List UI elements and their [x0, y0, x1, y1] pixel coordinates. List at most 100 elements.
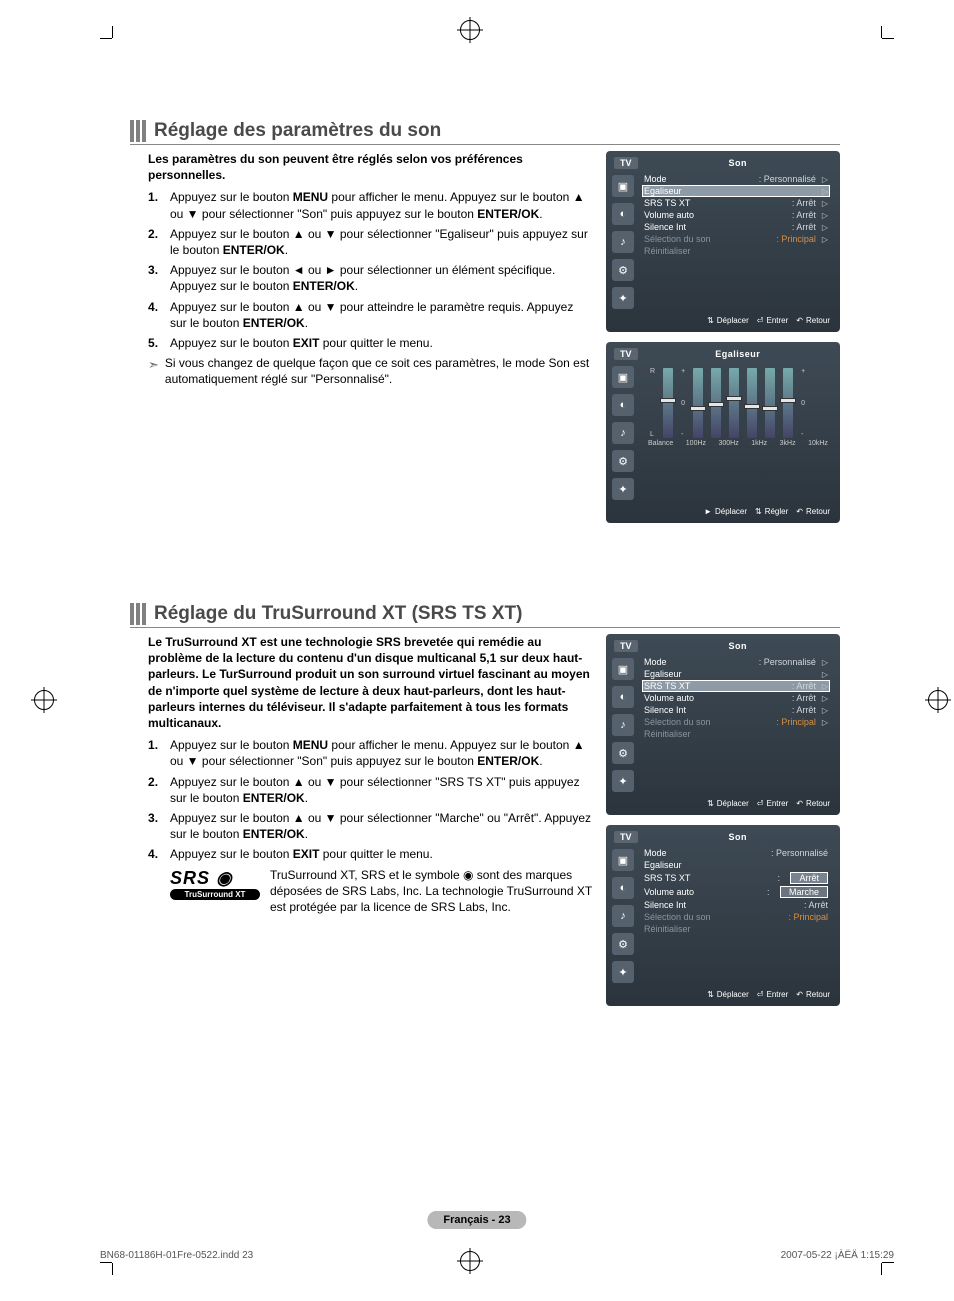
osd-item-value: : Arrêt	[792, 705, 816, 715]
instruction-step: Appuyez sur le bouton ▲ ou ▼ pour sélect…	[148, 226, 592, 258]
eq-slider-track[interactable]	[711, 368, 721, 438]
osd-item-label: Egaliseur	[644, 186, 816, 196]
osd-category-icon: ◐	[612, 877, 634, 899]
instruction-step: Appuyez sur le bouton ▲ ou ▼ pour attein…	[148, 299, 592, 331]
instruction-step: Appuyez sur le bouton ◄ ou ► pour sélect…	[148, 262, 592, 294]
eq-slider-handle[interactable]	[660, 398, 676, 403]
updown-icon: ⇅	[707, 990, 714, 999]
osd-item-label: Volume auto	[644, 210, 788, 220]
osd-category-icons: ▣ ◐ ♪ ⚙ ✦	[610, 845, 640, 987]
crop-mark	[112, 1263, 113, 1275]
osd-category-icon: ♪	[612, 905, 634, 927]
osd-menu-item[interactable]: Mode: Personnalisé▷	[642, 173, 830, 185]
srs-trademark-text: TruSurround XT, SRS et le symbole ◉ sont…	[270, 868, 592, 915]
eq-slider-track[interactable]	[729, 368, 739, 438]
eq-band-label: 100Hz	[686, 440, 706, 447]
updown-icon: ⇅	[755, 507, 762, 516]
osd-item-label: SRS TS XT	[644, 681, 788, 691]
osd-menu-item[interactable]: Volume auto: Arrêt▷	[642, 692, 830, 704]
footer-filename: BN68-01186H-01Fre-0522.indd 23	[100, 1250, 253, 1261]
osd-menu-list: Mode: Personnalisé▷Egaliseur▷SRS TS XT: …	[640, 654, 836, 796]
osd-category-icons: ▣◐♪⚙✦	[610, 362, 640, 504]
footer-timestamp: 2007-05-22 ¡ÀËÄ 1:15:29	[781, 1250, 894, 1261]
osd-source-badge: TV	[614, 348, 638, 360]
osd-category-icon: ▣	[612, 366, 634, 388]
osd-menu-item[interactable]: Mode: Personnalisé▷	[642, 656, 830, 668]
right-icon: ►	[704, 507, 712, 516]
heading-bars-icon	[130, 120, 146, 142]
osd-category-icon: ▣	[612, 175, 634, 197]
crop-mark	[882, 38, 894, 39]
crop-mark	[112, 26, 113, 38]
osd-menu-item[interactable]: Réinitialiser	[642, 245, 830, 257]
osd-menu-item[interactable]: Egaliseur▷	[642, 185, 830, 197]
registration-mark-icon	[928, 690, 948, 710]
osd-item-label: Réinitialiser	[644, 246, 828, 256]
chevron-right-icon: ▷	[820, 211, 828, 220]
eq-slider-track[interactable]	[783, 368, 793, 438]
equalizer-band-labels: Balance100Hz300Hz1kHz3kHz10kHz	[646, 438, 830, 447]
eq-slider-track[interactable]	[663, 368, 673, 438]
osd-category-icon: ✦	[612, 287, 634, 309]
osd-category-icon: ♪	[612, 422, 634, 444]
osd-hint-adjust: ⇅Régler	[755, 507, 788, 516]
osd-hint-enter: ⏎Entrer	[757, 799, 789, 808]
osd-item-value: : Arrêt	[792, 693, 816, 703]
osd-title: Son	[644, 158, 832, 168]
osd-menu-item[interactable]: Volume auto: Arrêt▷	[642, 209, 830, 221]
osd-menu-item[interactable]: Silence Int: Arrêt▷	[642, 704, 830, 716]
osd-item-label: Egaliseur	[644, 669, 816, 679]
eq-slider-handle[interactable]	[726, 396, 742, 401]
eq-slider-handle[interactable]	[744, 404, 760, 409]
osd-menu-item[interactable]: Silence Int: Arrêt▷	[642, 221, 830, 233]
return-icon: ↶	[796, 316, 803, 325]
eq-slider-handle[interactable]	[780, 398, 796, 403]
eq-balance-scale: RL	[650, 368, 655, 438]
heading-bars-icon	[130, 603, 146, 625]
osd-hint-enter: ⏎Entrer	[757, 316, 789, 325]
osd-category-icon: ⚙	[612, 450, 634, 472]
osd-hint-move: ⇅Déplacer	[707, 799, 749, 808]
osd-category-icon: ⚙	[612, 259, 634, 281]
osd-category-icon: ▣	[612, 849, 634, 871]
osd-item-value: : Arrêt	[792, 222, 816, 232]
osd-source-badge: TV	[614, 640, 638, 652]
page-number-badge: Français - 23	[427, 1211, 526, 1229]
registration-mark-icon	[460, 1251, 480, 1271]
dropdown-option[interactable]: Arrêt	[790, 872, 828, 884]
osd-menu-item[interactable]: Réinitialiser	[642, 728, 830, 740]
osd-category-icon: ✦	[612, 961, 634, 983]
eq-slider-track[interactable]	[765, 368, 775, 438]
chevron-right-icon: ▷	[820, 682, 828, 691]
osd-hint-move: ►Déplacer	[704, 507, 747, 516]
srs-logo: SRS ◉ TruSurround XT	[170, 868, 260, 900]
return-icon: ↶	[796, 799, 803, 808]
osd-source-badge: TV	[614, 157, 638, 169]
osd-category-icons: ▣◐♪⚙✦	[610, 654, 640, 796]
osd-menu-item[interactable]: Sélection du son: Principal▷	[642, 716, 830, 728]
osd-item-value: : Principal	[776, 717, 816, 727]
osd-menu-item[interactable]: Sélection du son: Principal▷	[642, 233, 830, 245]
eq-band-label: 1kHz	[751, 440, 767, 447]
chevron-right-icon: ▷	[820, 658, 828, 667]
eq-slider-track[interactable]	[693, 368, 703, 438]
osd-menu-item[interactable]: SRS TS XT: Arrêt▷	[642, 680, 830, 692]
eq-slider-handle[interactable]	[690, 406, 706, 411]
osd-item-value: : Arrêt	[792, 198, 816, 208]
eq-slider-handle[interactable]	[762, 406, 778, 411]
osd-panel-equalizer: TV Egaliseur ▣◐♪⚙✦ RL+0-+0- Balance100Hz…	[606, 342, 840, 523]
eq-slider-track[interactable]	[747, 368, 757, 438]
srs-eye-icon: ◉	[216, 868, 233, 888]
osd-menu-item[interactable]: SRS TS XT: Arrêt▷	[642, 197, 830, 209]
registration-mark-icon	[460, 20, 480, 40]
dropdown-option[interactable]: Marche	[780, 886, 828, 898]
eq-slider-handle[interactable]	[708, 402, 724, 407]
osd-category-icon: ⚙	[612, 933, 634, 955]
section-lead: Le TruSurround XT est une technologie SR…	[148, 634, 592, 731]
osd-menu-list: Mode: Personnalisé▷Egaliseur▷SRS TS XT: …	[640, 171, 836, 313]
instruction-step: Appuyez sur le bouton EXIT pour quitter …	[148, 335, 592, 351]
osd-menu-item[interactable]: Egaliseur▷	[642, 668, 830, 680]
instruction-step: Appuyez sur le bouton ▲ ou ▼ pour sélect…	[148, 774, 592, 806]
osd-item-label: Réinitialiser	[644, 729, 828, 739]
section-trusurround: Réglage du TruSurround XT (SRS TS XT) Le…	[130, 603, 840, 1016]
